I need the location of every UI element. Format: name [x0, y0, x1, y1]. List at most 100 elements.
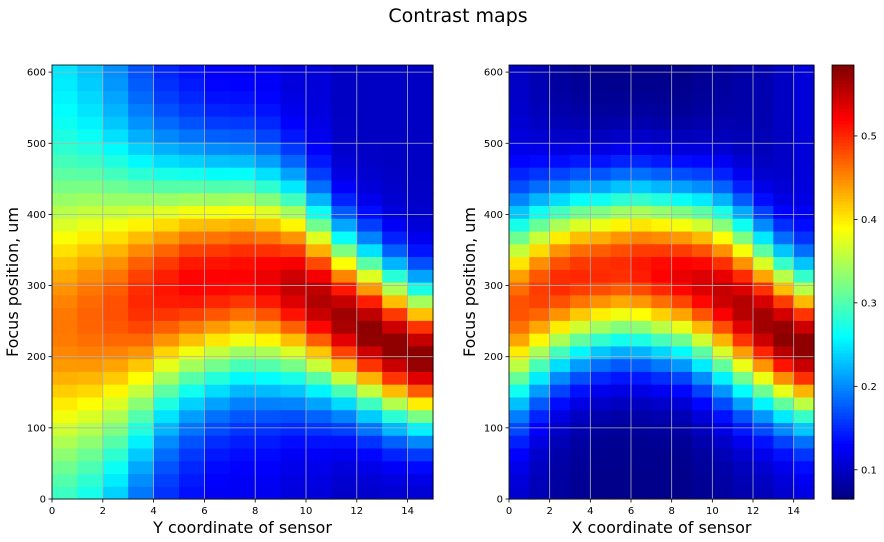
heatmap-cell: [280, 192, 307, 207]
heatmap-cell: [331, 205, 358, 219]
heatmap-cell: [610, 371, 632, 385]
heatmap-cell: [204, 77, 231, 92]
heatmap-cell: [753, 230, 774, 245]
heatmap-cell: [153, 230, 180, 245]
heatmap-cell: [128, 77, 155, 92]
heatmap-cell: [773, 447, 795, 462]
colorbar-strip: [832, 269, 854, 274]
heatmap-cell: [77, 473, 104, 487]
heatmap-cell: [610, 141, 632, 155]
heatmap-cell: [631, 141, 652, 155]
heatmap-cell: [331, 90, 358, 104]
heatmap-cell: [77, 141, 104, 155]
heatmap-cell: [570, 205, 591, 219]
heatmap-cell: [509, 460, 530, 475]
heatmap-cell: [712, 409, 734, 424]
heatmap-cell: [529, 90, 551, 104]
heatmap-cell: [356, 179, 383, 194]
heatmap-cell: [732, 192, 754, 207]
x-tick-label: 8: [668, 506, 674, 517]
heatmap-cell: [229, 218, 256, 232]
heatmap-cell: [692, 154, 713, 168]
heatmap-cell: [732, 358, 754, 372]
y-tick-label: 400: [27, 210, 46, 221]
heatmap-cell: [631, 486, 652, 500]
heatmap-cell: [529, 345, 551, 360]
heatmap-cell: [204, 345, 231, 360]
heatmap-cell: [610, 77, 632, 92]
colorbar-strip: [832, 285, 854, 289]
y-tick-label: 200: [484, 352, 503, 363]
heatmap-cell: [773, 282, 795, 296]
heatmap-cell: [712, 116, 734, 130]
heatmap-cell: [356, 358, 383, 372]
heatmap-cell: [732, 103, 754, 117]
heatmap-cell: [509, 192, 530, 207]
heatmap-cell: [651, 320, 673, 334]
heatmap-cell: [610, 128, 632, 143]
heatmap-cell: [280, 65, 307, 79]
heatmap-cell: [407, 256, 434, 270]
heatmap-cell: [549, 384, 571, 398]
heatmap-cell: [671, 345, 693, 360]
heatmap-cell: [753, 90, 774, 104]
heatmap-cell: [153, 282, 180, 296]
heatmap-cell: [590, 243, 612, 258]
y-tick-label: 300: [484, 281, 503, 292]
x-tick-label: 2: [100, 506, 106, 517]
heatmap-cell: [77, 179, 104, 194]
heatmap-cell: [306, 294, 332, 309]
heatmap-cell: [773, 179, 795, 194]
heatmap-cell: [204, 435, 231, 449]
x-tick-label: 12: [350, 506, 363, 517]
heatmap-cell: [382, 409, 409, 424]
heatmap-cell: [773, 65, 795, 79]
heatmap-cell: [671, 77, 693, 92]
colorbar-strip: [832, 430, 854, 435]
y-tick-label: 600: [484, 68, 503, 79]
heatmap-cell: [692, 486, 713, 500]
heatmap-cell: [651, 179, 673, 194]
left-heatmap-cells: [52, 65, 434, 500]
heatmap-cell: [229, 422, 256, 436]
heatmap-cell: [356, 460, 383, 475]
heatmap-cell: [732, 320, 754, 334]
heatmap-cell: [793, 460, 815, 475]
colorbar-strip: [832, 471, 854, 475]
heatmap-cell: [204, 384, 231, 398]
heatmap-cell: [590, 128, 612, 143]
heatmap-cell: [356, 141, 383, 155]
heatmap-cell: [590, 384, 612, 398]
heatmap-cell: [753, 282, 774, 296]
heatmap-cell: [229, 345, 256, 360]
colorbar-strip: [832, 303, 854, 308]
heatmap-cell: [255, 358, 282, 372]
colorbar-strip: [832, 415, 854, 419]
colorbar-strip: [832, 421, 854, 426]
heatmap-cell: [179, 320, 205, 334]
y-tick-label: 200: [27, 352, 46, 363]
heatmap-cell: [509, 435, 530, 449]
heatmap-cell: [306, 282, 332, 296]
heatmap-cell: [102, 167, 129, 181]
heatmap-cell: [407, 294, 434, 309]
heatmap-cell: [356, 230, 383, 245]
heatmap-cell: [229, 307, 256, 321]
heatmap-cell: [331, 256, 358, 270]
x-tick-label: 4: [587, 506, 593, 517]
heatmap-cell: [128, 230, 155, 245]
colorbar-tick-label: 0.2: [861, 382, 877, 393]
heatmap-cell: [793, 358, 815, 372]
heatmap-cell: [509, 447, 530, 462]
heatmap-cell: [77, 205, 104, 219]
heatmap-cell: [570, 103, 591, 117]
heatmap-cell: [712, 473, 734, 487]
heatmap-cell: [610, 154, 632, 168]
heatmap-cell: [179, 230, 205, 245]
heatmap-cell: [631, 435, 652, 449]
colorbar-strip: [832, 406, 854, 410]
heatmap-cell: [229, 205, 256, 219]
colorbar-strip: [832, 340, 854, 345]
heatmap-cell: [651, 154, 673, 168]
heatmap-cell: [102, 435, 129, 449]
